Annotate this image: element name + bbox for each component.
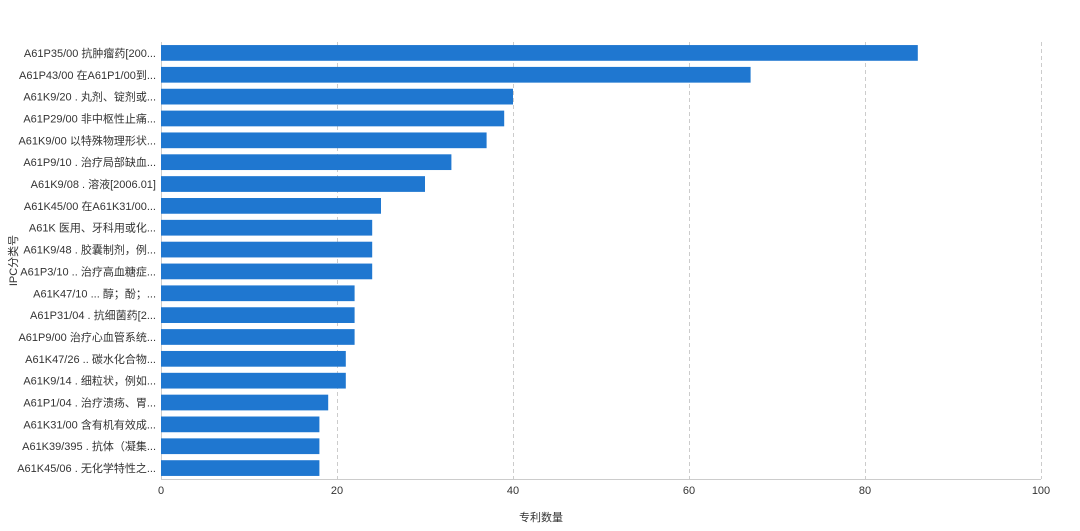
bar-layer [161,45,918,476]
bar[interactable] [161,372,346,389]
bar[interactable] [161,66,751,83]
y-category-label: A61P1/04 . 治疗溃疡、胃... [23,396,156,410]
y-category-label: A61K45/06 . 无化学特性之... [17,461,156,475]
y-category-label: A61K9/08 . 溶液[2006.01] [31,177,156,191]
x-tick-label: 0 [158,485,164,497]
y-category-label: A61K 医用、牙科用或化... [29,221,156,235]
bar[interactable] [161,285,355,302]
bar[interactable] [161,416,320,433]
bar[interactable] [161,45,918,61]
x-tick-label: 80 [859,485,871,497]
bar[interactable] [161,329,355,345]
category-labels: A61P35/00 抗肿瘤药[200... A61P43/00 在A61P1/00… [17,46,156,475]
y-category-label: A61P43/00 在A61P1/00到... [19,69,156,82]
y-category-label: A61K39/395 . 抗体（凝集... [22,439,156,453]
bar[interactable] [161,460,320,476]
grid-layer [161,42,1042,480]
y-category-label: A61K47/10 ... 醇；酚；... [33,286,156,300]
y-axis-title: IPC分类号 [6,235,20,286]
bar[interactable] [161,110,505,127]
bar[interactable] [161,394,329,411]
bar[interactable] [161,176,425,192]
bar[interactable] [161,219,373,236]
bar[interactable] [161,350,346,367]
y-category-label: A61K45/00 在A61K31/00... [24,200,156,213]
x-tick-label: 20 [331,485,343,497]
bar[interactable] [161,198,381,214]
y-category-label: A61K31/00 含有机有效成... [23,417,156,431]
y-category-label: A61P29/00 非中枢性止痛... [23,111,156,125]
x-tick-label: 60 [683,485,695,497]
y-category-label: A61P31/04 . 抗细菌药[2... [30,308,156,322]
bar[interactable] [161,263,373,280]
y-category-label: A61P9/00 治疗心血管系统... [18,330,156,344]
bar[interactable] [161,132,487,149]
y-category-label: A61K9/00 以特殊物理形状... [18,133,156,147]
y-category-label: A61K9/14 . 细粒状，例如... [23,374,156,388]
bar[interactable] [161,307,355,323]
bar[interactable] [161,88,513,105]
y-category-label: A61K9/20 . 丸剂、锭剂或... [23,90,156,104]
y-category-label: A61K47/26 .. 碳水化合物... [25,352,156,366]
x-tick-labels: 0 20 40 60 80 100 [158,485,1050,497]
bar[interactable] [161,241,373,258]
bar[interactable] [161,438,320,455]
y-category-label: A61P3/10 .. 治疗高血糖症... [20,264,156,278]
y-category-label: A61K9/48 . 胶囊制剂，例... [23,243,156,257]
bar[interactable] [161,154,452,171]
x-axis-title: 专利数量 [519,510,563,524]
y-category-label: A61P9/10 . 治疗局部缺血... [23,155,156,169]
x-tick-label: 40 [507,485,519,497]
y-category-label: A61P35/00 抗肿瘤药[200... [24,46,156,60]
x-tick-label: 100 [1032,485,1050,497]
